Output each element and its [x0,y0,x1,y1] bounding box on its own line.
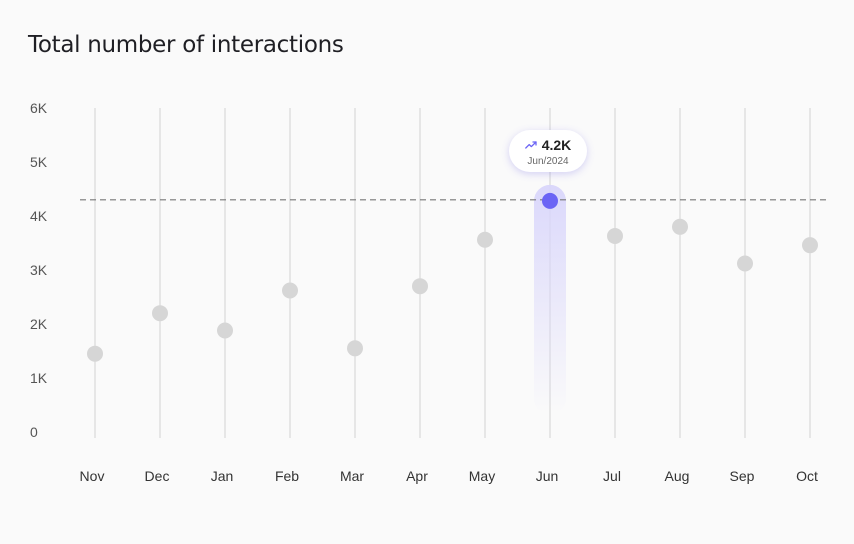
y-tick-label: 2K [30,316,48,332]
y-tick-label: 3K [30,262,48,278]
x-tick-label: May [469,468,495,484]
tooltip-date: Jun/2024 [527,156,569,167]
x-tick-label: Aug [665,468,690,484]
data-point [87,345,103,362]
x-tick-label: Feb [275,468,299,484]
y-tick-label: 0 [30,424,38,440]
x-tick-label: Mar [340,468,364,484]
data-point [737,255,753,272]
trend-up-icon [524,141,537,149]
value-tooltip: 4.2K Jun/2024 [509,130,587,172]
x-tick-label: Nov [80,468,105,484]
y-axis-ticks: 0 1K 2K 3K 4K 5K 6K [30,100,48,440]
x-tick-label: Dec [145,468,170,484]
data-point [347,340,363,357]
chart-title: Total number of interactions [28,32,344,58]
highlight-glow [534,184,566,415]
y-tick-label: 4K [30,208,48,224]
data-point [412,278,428,295]
x-tick-label: Apr [406,468,428,484]
y-tick-label: 5K [30,154,48,170]
x-tick-label: Oct [796,468,818,484]
data-point [477,231,493,248]
x-axis-ticks: Nov Dec Jan Feb Mar Apr May Jun Jul Aug Sep Oct [80,468,818,484]
y-tick-label: 6K [30,100,48,116]
data-point [152,305,168,322]
tooltip-value: 4.2K [541,137,572,153]
data-point [607,227,623,244]
grid-lines [94,108,811,438]
data-point [672,218,688,235]
data-point [217,322,233,339]
highlight-glow-column [534,184,566,415]
x-tick-label: Sep [730,468,755,484]
y-tick-label: 1K [30,370,48,386]
x-tick-label: Jun [536,468,559,484]
x-tick-label: Jan [211,468,234,484]
x-tick-label: Jul [603,468,621,484]
data-point [802,237,818,254]
data-point [282,282,298,299]
highlighted-data-point [542,192,558,209]
data-points [87,192,818,362]
